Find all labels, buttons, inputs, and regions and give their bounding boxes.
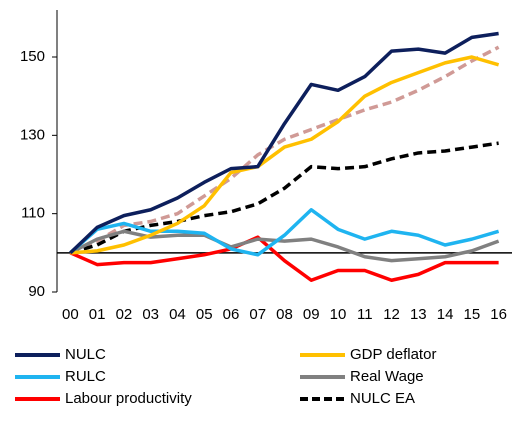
legend-label: GDP deflator	[350, 346, 436, 363]
y-tick-label: 150	[20, 48, 45, 65]
series-line	[69, 31, 499, 255]
legend-label: NULC	[65, 346, 106, 363]
legend-label: Labour productivity	[65, 390, 192, 407]
x-tick-label: 14	[437, 306, 454, 323]
x-tick-label: 15	[464, 306, 481, 323]
x-tick-label: 06	[223, 306, 240, 323]
x-tick-label: 02	[116, 306, 133, 323]
x-tick-label: 09	[303, 306, 320, 323]
x-tick-label: 16	[490, 306, 507, 323]
x-tick-label: 11	[357, 306, 373, 323]
x-tick-label: 07	[249, 306, 266, 323]
series-line	[69, 45, 500, 255]
x-tick-label: 12	[383, 306, 400, 323]
y-tick-label: 90	[28, 283, 45, 300]
x-tick-label: 04	[169, 306, 186, 323]
series-line	[69, 208, 500, 257]
legend-label: NULC EA	[350, 390, 415, 407]
series-line	[70, 55, 500, 255]
x-tick-label: 10	[330, 306, 347, 323]
y-tick-label: 130	[20, 126, 45, 143]
x-tick-label: 03	[142, 306, 159, 323]
series-line	[69, 229, 500, 263]
legend-label: RULC	[65, 368, 106, 385]
x-tick-label: 08	[276, 306, 293, 323]
x-tick-label: 05	[196, 306, 213, 323]
x-tick-label: 13	[410, 306, 427, 323]
x-tick-label: 00	[62, 306, 79, 323]
x-tick-label: 01	[89, 306, 106, 323]
legend-label: Real Wage	[350, 368, 424, 385]
y-tick-label: 110	[21, 205, 45, 222]
series-line	[69, 235, 499, 282]
